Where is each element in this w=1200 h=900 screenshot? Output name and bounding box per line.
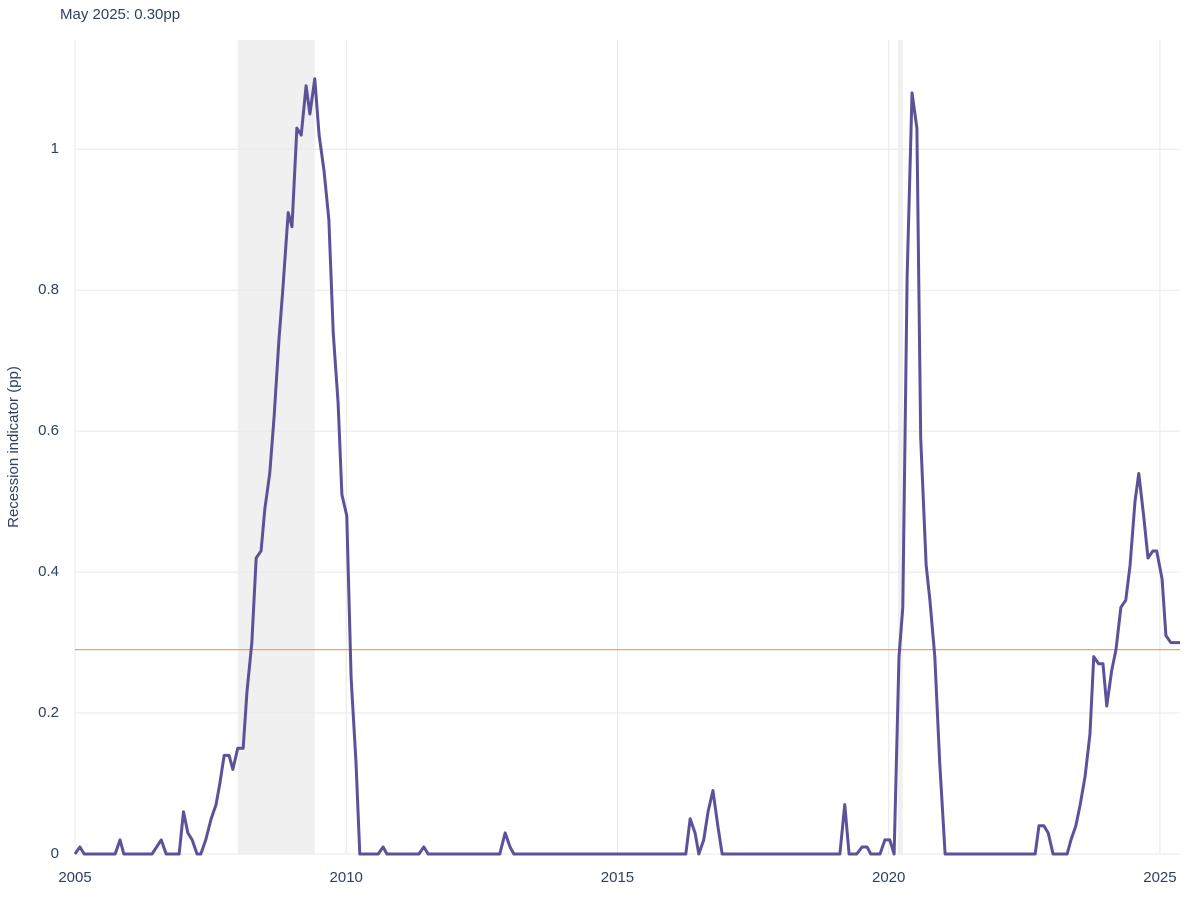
recession-shade: [897, 40, 903, 854]
y-tick-label: 0.6: [38, 422, 59, 439]
x-tick-label: 2015: [601, 869, 634, 886]
y-axis-label: Recession indicator (pp): [5, 366, 22, 528]
y-tick-label: 0: [51, 845, 59, 862]
y-tick-label: 1: [51, 140, 59, 157]
x-tick-label: 2010: [330, 869, 363, 886]
y-tick-label: 0.2: [38, 704, 59, 721]
y-tick-label: 0.8: [38, 281, 59, 298]
x-tick-label: 2020: [872, 869, 905, 886]
recession-shade: [237, 40, 315, 854]
y-tick-label: 0.4: [38, 563, 59, 580]
x-tick-label: 2025: [1143, 869, 1176, 886]
x-tick-label: 2005: [58, 869, 91, 886]
data-line: [73, 77, 1180, 856]
chart-title: May 2025: 0.30pp: [60, 6, 180, 23]
